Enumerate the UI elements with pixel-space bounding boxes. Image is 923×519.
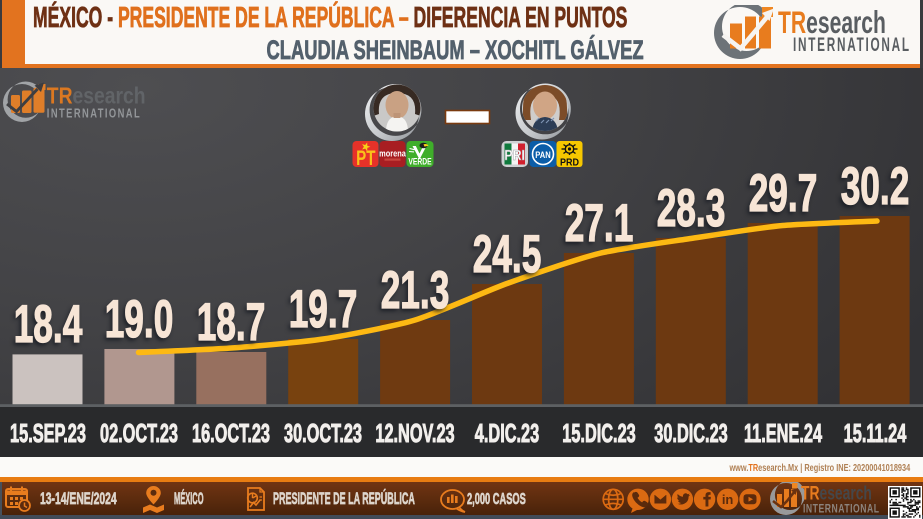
svg-text:TResearch: TResearch xyxy=(47,84,146,109)
svg-text:PRI: PRI xyxy=(504,147,525,163)
svg-text:PAN: PAN xyxy=(535,149,550,160)
svg-text:INTERNATIONAL: INTERNATIONAL xyxy=(793,35,911,55)
svg-text:morena: morena xyxy=(379,148,406,159)
svg-text:VERDE: VERDE xyxy=(408,157,431,167)
svg-text:TResearch: TResearch xyxy=(778,5,886,40)
svg-text:TResearch: TResearch xyxy=(801,482,872,504)
svg-text:INTERNATIONAL: INTERNATIONAL xyxy=(47,107,141,121)
svg-text:in: in xyxy=(722,492,734,507)
svg-text:PRD: PRD xyxy=(560,157,579,169)
svg-text:PT: PT xyxy=(356,145,375,169)
svg-text:INTERNATIONAL: INTERNATIONAL xyxy=(803,503,880,515)
